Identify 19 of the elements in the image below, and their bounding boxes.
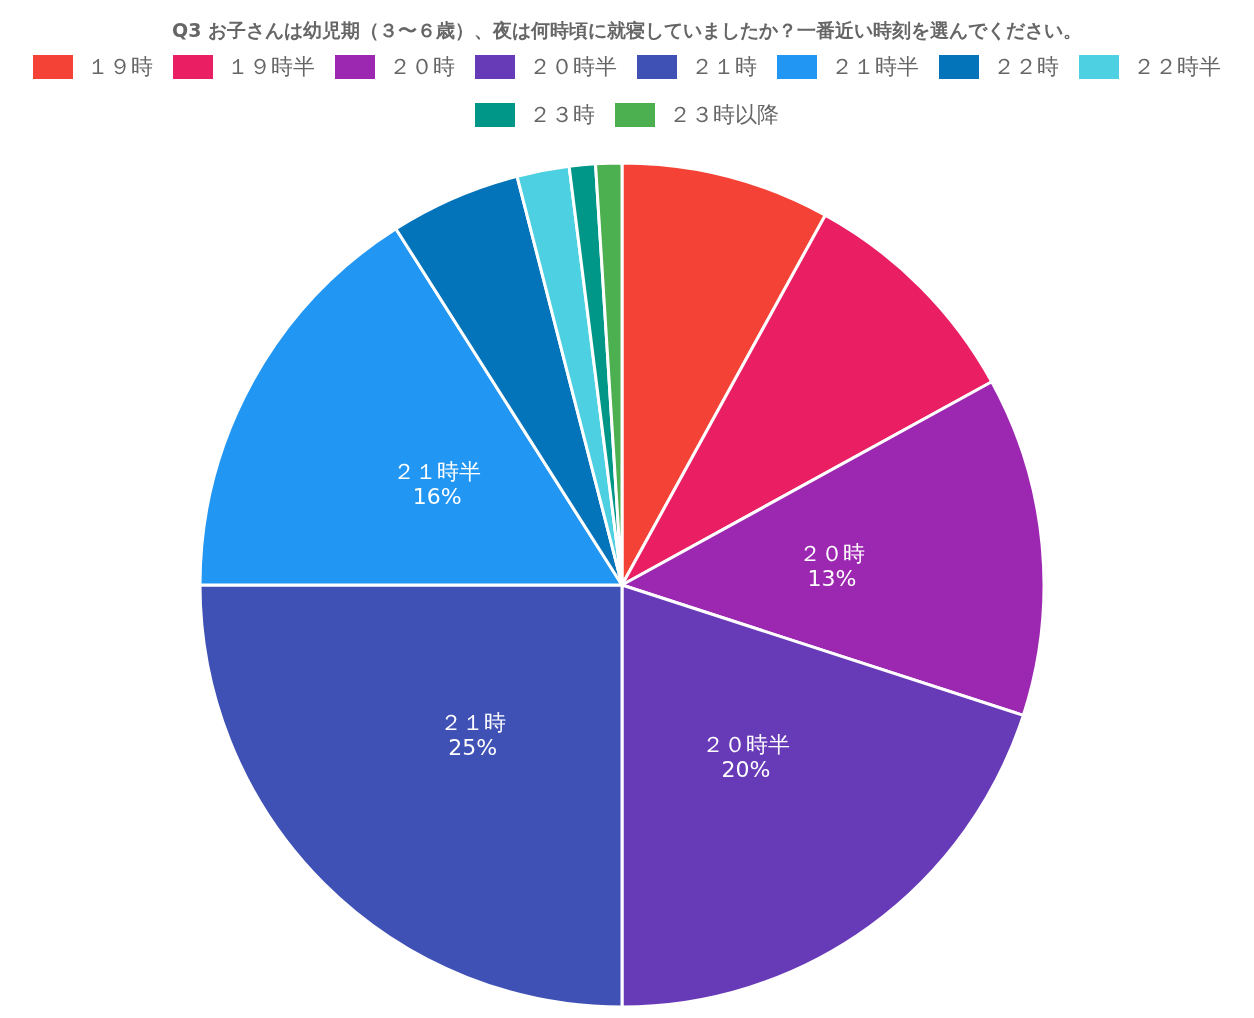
legend-label: ２３時: [529, 101, 595, 129]
legend-label: １９時: [87, 53, 153, 81]
legend-label: ２０時: [389, 53, 455, 81]
data-label: 20%: [721, 756, 771, 782]
legend-label: ２１時: [691, 53, 757, 81]
legend-label: ２２時: [993, 53, 1059, 81]
slice-label: ２０時: [799, 541, 866, 567]
legend-label: ２０時半: [529, 53, 617, 81]
data-label: 13%: [807, 566, 857, 592]
legend-label: ２２時半: [1133, 53, 1221, 81]
legend-label: ２１時半: [831, 53, 919, 81]
data-label: 16%: [412, 484, 462, 510]
slice-label: ２０時半: [702, 731, 791, 757]
slice-label: ２１時半: [393, 459, 482, 485]
legend-label: １９時半: [227, 53, 315, 81]
chart-title: Q3 お子さんは幼児期（３〜６歳）、夜は何時頃に就寝していましたか？一番近い時刻を選んでください。: [171, 18, 1083, 43]
slice-label: ２１時: [439, 710, 506, 736]
data-label: 25%: [448, 735, 498, 761]
legend-label: ２３時以降: [669, 101, 779, 129]
